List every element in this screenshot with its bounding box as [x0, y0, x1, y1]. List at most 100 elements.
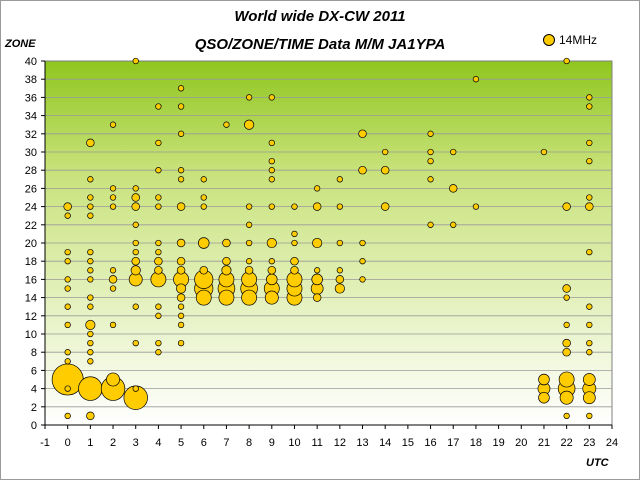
legend-label: 14MHz — [559, 33, 598, 47]
y-tick-label: 32 — [25, 129, 37, 141]
x-tick-label: 1 — [87, 437, 93, 449]
data-point — [109, 185, 117, 192]
y-tick-label: 26 — [25, 183, 37, 195]
x-tick-label: 16 — [424, 437, 436, 449]
data-point — [63, 202, 72, 211]
x-tick-label: 7 — [223, 437, 229, 449]
y-tick-label: 36 — [25, 92, 37, 104]
data-point — [562, 338, 571, 348]
data-point — [380, 165, 390, 175]
data-point — [200, 194, 207, 201]
data-point — [268, 94, 275, 101]
y-tick-label: 4 — [31, 384, 37, 396]
data-point — [334, 283, 345, 294]
data-point — [314, 267, 321, 274]
x-tick-label: 19 — [492, 437, 504, 449]
data-point — [177, 321, 185, 329]
x-tick-label: 2 — [110, 437, 116, 449]
data-point — [245, 94, 253, 101]
legend: 14MHz — [543, 33, 597, 47]
data-point — [472, 203, 480, 210]
data-point — [312, 237, 323, 249]
x-tick-label: 13 — [356, 437, 368, 449]
data-point — [108, 275, 118, 284]
data-point — [563, 57, 570, 65]
data-point — [177, 130, 185, 137]
data-point — [154, 256, 163, 266]
x-tick-label: 9 — [269, 437, 275, 449]
x-tick-label: 12 — [334, 437, 346, 449]
data-point — [586, 412, 593, 420]
data-point — [586, 194, 593, 201]
data-point — [155, 303, 162, 310]
data-point — [64, 358, 71, 365]
data-point — [586, 321, 593, 329]
data-point — [177, 176, 185, 183]
data-point — [195, 289, 212, 306]
data-point — [586, 94, 593, 101]
data-point — [268, 139, 275, 147]
legend-marker-icon — [543, 34, 555, 46]
data-point — [266, 273, 278, 286]
data-point — [336, 239, 343, 247]
data-point — [132, 185, 139, 192]
data-point — [538, 391, 550, 404]
y-tick-label: 8 — [31, 347, 37, 359]
x-tick-label: 8 — [246, 437, 252, 449]
data-point — [64, 248, 71, 256]
data-point — [109, 267, 117, 274]
data-point — [244, 266, 254, 275]
data-point — [427, 221, 434, 228]
data-point — [64, 321, 71, 329]
data-point — [132, 385, 139, 392]
x-tick-label: 6 — [201, 437, 207, 449]
data-point — [64, 285, 71, 292]
data-point — [155, 349, 162, 356]
data-point — [382, 148, 389, 156]
data-point — [245, 221, 253, 228]
data-point — [245, 239, 253, 247]
data-point — [311, 273, 323, 286]
data-point — [87, 276, 94, 283]
data-point — [222, 238, 231, 248]
data-point — [64, 349, 71, 356]
data-point — [132, 239, 139, 247]
data-point — [312, 202, 322, 211]
data-point — [199, 266, 208, 275]
data-point — [291, 230, 298, 238]
data-point — [335, 275, 345, 284]
data-point — [241, 289, 258, 306]
y-tick-label: 22 — [25, 220, 37, 232]
data-point — [268, 258, 275, 265]
data-point — [87, 349, 94, 356]
data-point — [87, 339, 94, 347]
data-point — [177, 103, 185, 110]
data-point — [109, 194, 117, 201]
data-point — [86, 411, 95, 421]
x-tick-label: 5 — [178, 437, 184, 449]
data-point — [64, 303, 71, 310]
data-point — [314, 185, 321, 192]
data-point — [359, 239, 366, 247]
data-point — [87, 176, 94, 183]
y-tick-label: 16 — [25, 274, 37, 286]
data-point — [264, 290, 279, 305]
data-point — [109, 203, 117, 210]
data-point — [268, 203, 275, 210]
data-point — [586, 157, 593, 165]
data-point — [558, 371, 575, 388]
data-point — [267, 266, 277, 275]
data-point — [176, 283, 187, 294]
data-point — [586, 248, 593, 256]
data-point — [78, 376, 103, 401]
x-tick-label: -1 — [40, 437, 50, 449]
data-point — [198, 237, 210, 249]
data-point — [87, 358, 94, 365]
data-point — [177, 85, 185, 92]
data-point — [85, 319, 96, 330]
data-point — [222, 256, 231, 266]
data-point — [176, 202, 186, 211]
y-tick-label: 14 — [25, 293, 37, 305]
data-point — [64, 212, 71, 219]
data-point — [427, 157, 434, 165]
